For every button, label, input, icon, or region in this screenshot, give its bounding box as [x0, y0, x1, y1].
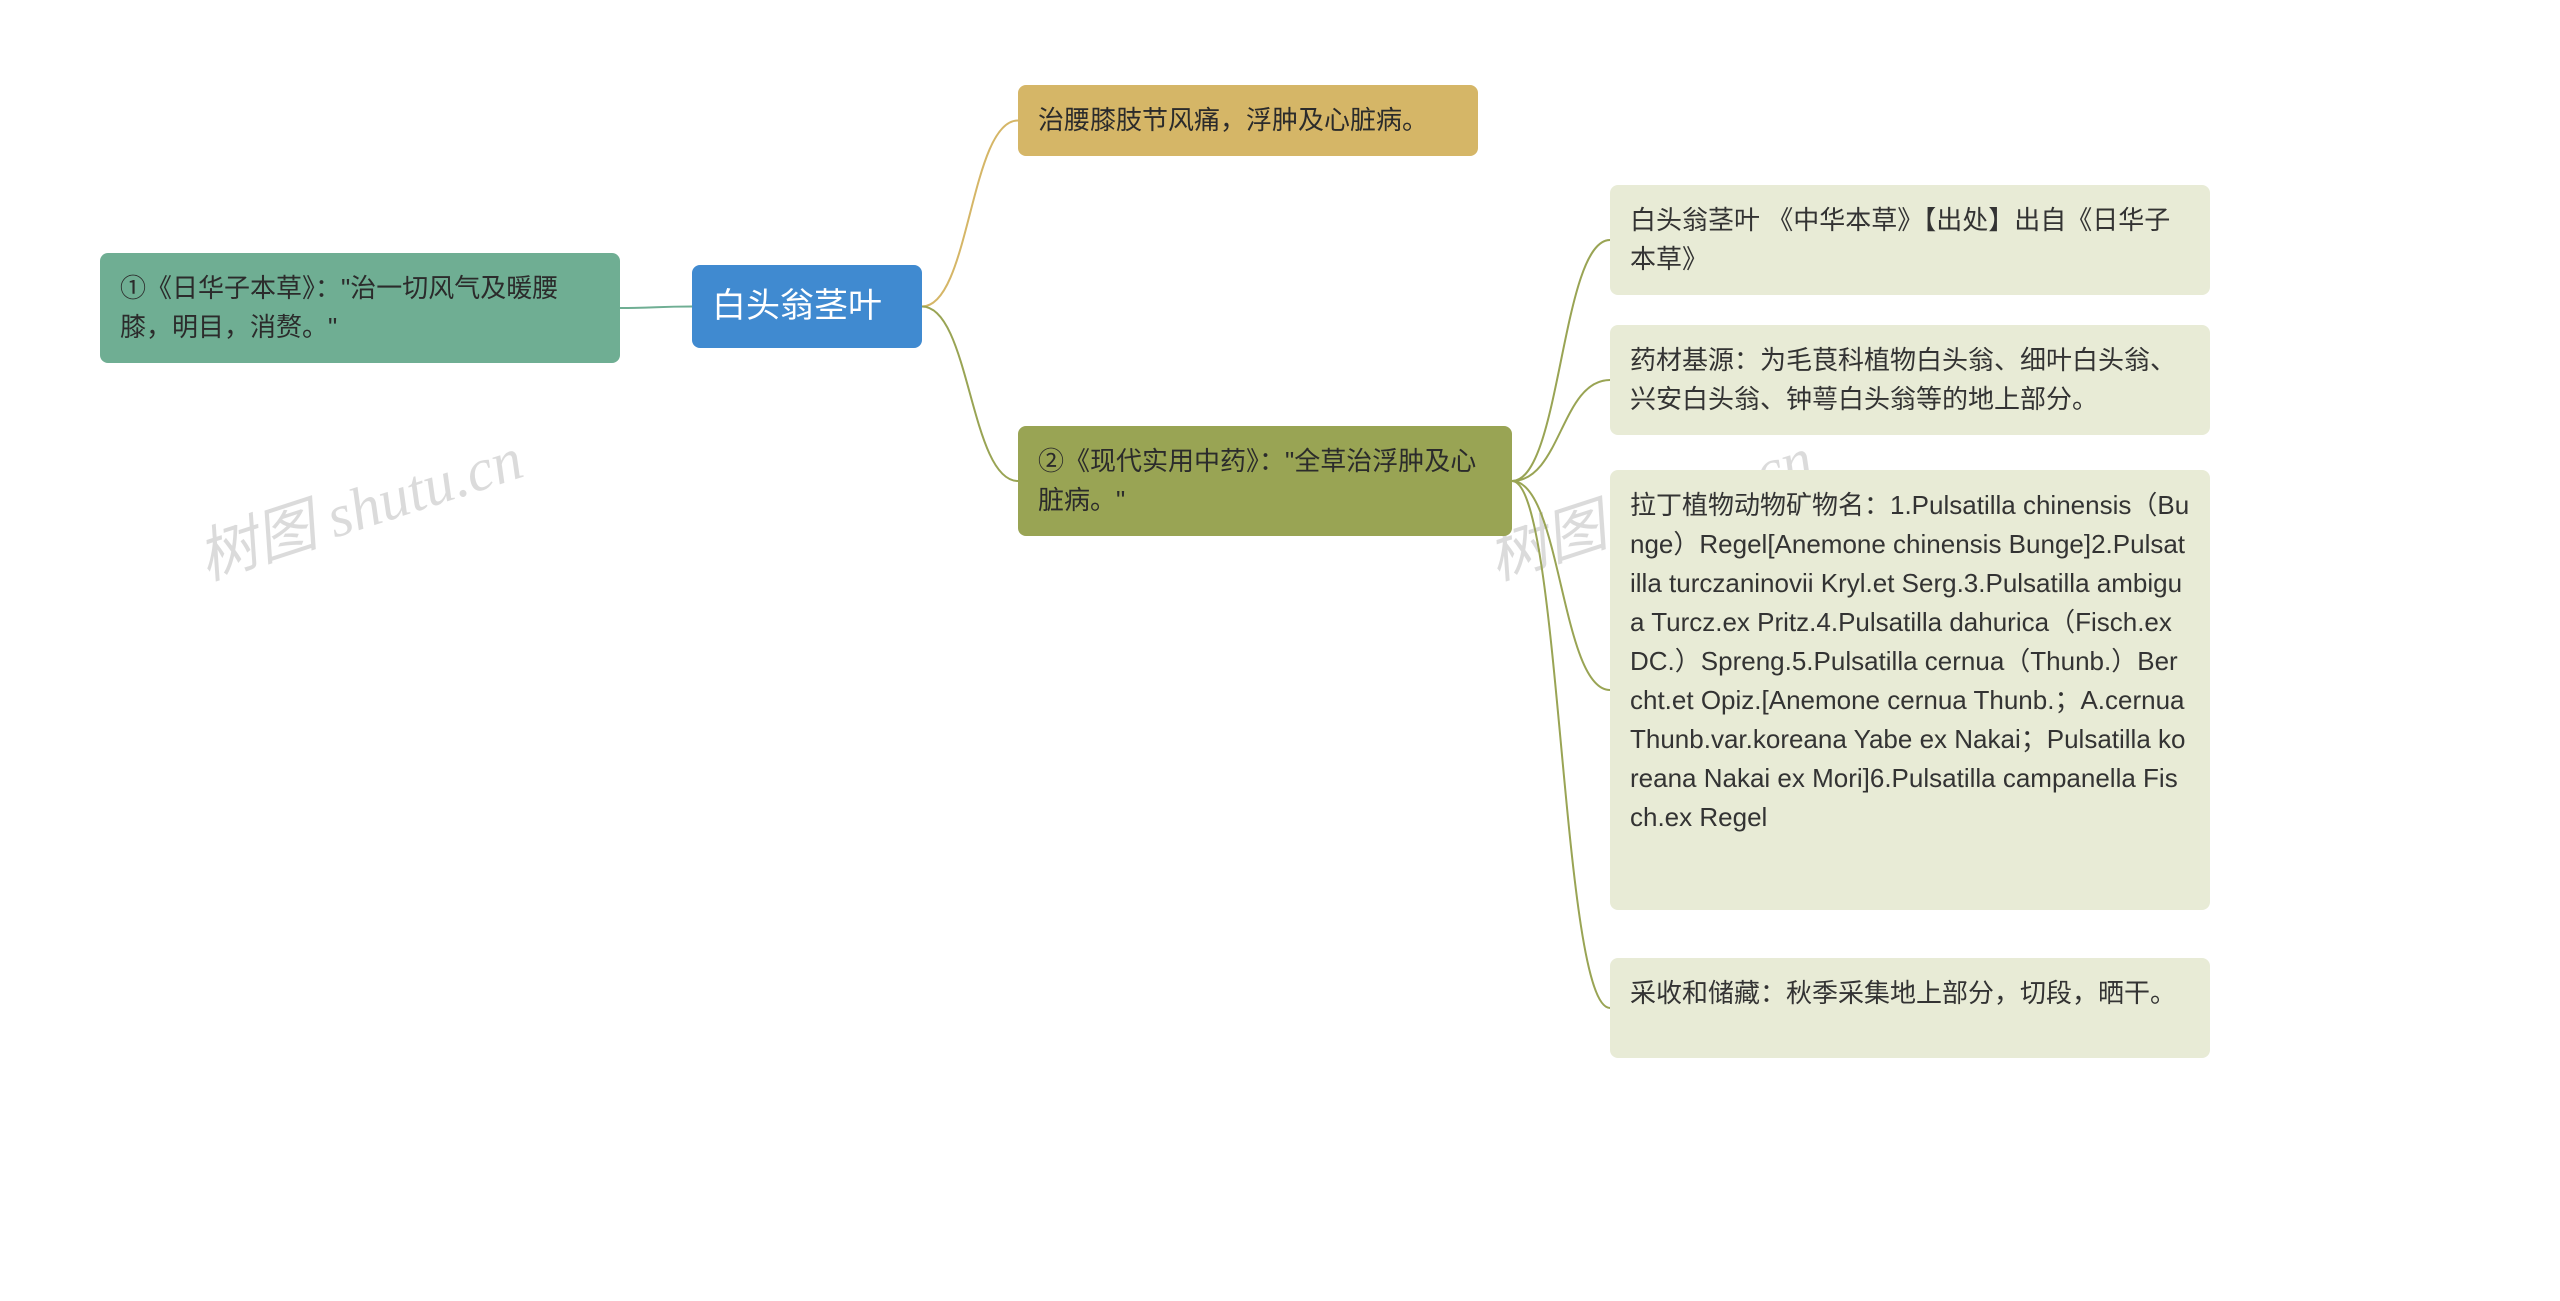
mindmap-root[interactable]: 白头翁茎叶	[692, 265, 922, 348]
mindmap-node-right-top[interactable]: 治腰膝肢节风痛，浮肿及心脏病。	[1018, 85, 1478, 156]
mindmap-leaf-4[interactable]: 采收和储藏：秋季采集地上部分，切段，晒干。	[1610, 958, 2210, 1058]
mindmap-node-left-1[interactable]: ①《日华子本草》："治一切风气及暖腰膝，明目，消赘。"	[100, 253, 620, 363]
mindmap-leaf-3[interactable]: 拉丁植物动物矿物名：1.Pulsatilla chinensis（Bunge）R…	[1610, 470, 2210, 910]
mindmap-leaf-1[interactable]: 白头翁茎叶 《中华本草》【出处】出自《日华子本草》	[1610, 185, 2210, 295]
watermark-1: 树图 shutu.cn	[185, 410, 532, 597]
mindmap-node-right-mid[interactable]: ②《现代实用中药》："全草治浮肿及心脏病。"	[1018, 426, 1512, 536]
mindmap-leaf-2[interactable]: 药材基源：为毛茛科植物白头翁、细叶白头翁、兴安白头翁、钟萼白头翁等的地上部分。	[1610, 325, 2210, 435]
